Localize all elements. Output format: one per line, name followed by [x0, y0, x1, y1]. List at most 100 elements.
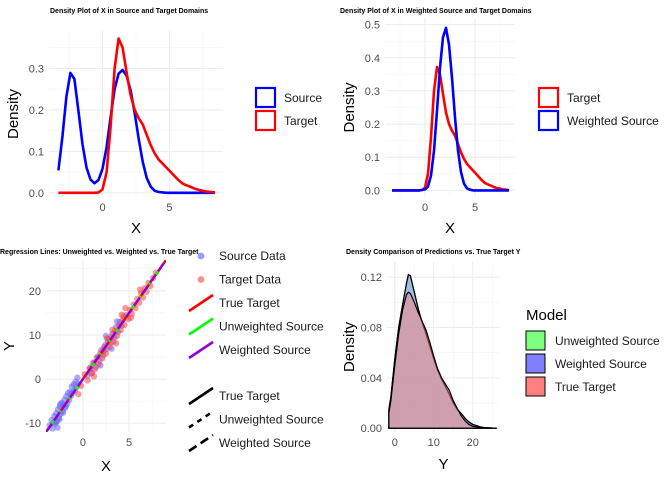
legend-line-key [188, 293, 214, 313]
x-axis-label: X [131, 220, 141, 237]
legend-label: Target [284, 114, 318, 128]
y-tick-label: 0.4 [365, 53, 380, 65]
y-tick-label: 0.1 [365, 152, 380, 164]
target-point [106, 343, 113, 351]
chart-title: Density Plot of X in Weighted Source and… [340, 8, 532, 15]
target-point [109, 326, 116, 333]
legend-key [254, 86, 277, 109]
y-tick-label: 0.08 [361, 322, 382, 334]
legend-point-key [197, 276, 205, 283]
legend-key [525, 353, 546, 374]
legend-label: True Target [219, 389, 280, 403]
target-point [91, 366, 99, 373]
target-point [84, 377, 91, 384]
legend-title: Model [526, 307, 567, 324]
density-area-true-target [388, 291, 497, 429]
legend-label: True Target [555, 380, 616, 394]
target-point [95, 360, 102, 368]
chart-title: Density Comparison of Predictions vs. Tr… [346, 249, 521, 256]
legend-label: True Target [219, 296, 280, 310]
legend-label: Unweighted Source [219, 413, 324, 427]
source-point [57, 401, 64, 408]
target-point [122, 304, 129, 312]
legend-label: Unweighted Source [555, 334, 660, 348]
chart-title: Density Plot of X in Source and Target D… [50, 8, 208, 15]
y-tick-label: -10 [25, 418, 41, 430]
y-tick-label: 0.2 [365, 119, 380, 131]
target-point [103, 335, 111, 342]
y-tick-label: 0 [35, 374, 41, 386]
x-tick-label: 20 [467, 437, 479, 449]
legend-linetype-key [188, 433, 214, 453]
y-tick-label: 10 [29, 330, 41, 342]
legend-line-key [188, 317, 214, 336]
target-point [118, 311, 125, 318]
x-axis-label: X [445, 220, 455, 237]
y-axis-label: Density [341, 321, 358, 372]
x-tick-label: 5 [166, 202, 172, 214]
y-axis-label: Density [5, 88, 22, 139]
target-point [127, 314, 135, 321]
density-line-target [392, 65, 510, 192]
y-tick-label: 0.3 [29, 63, 44, 75]
x-tick-label: 0 [80, 437, 86, 449]
target-point [136, 286, 144, 293]
legend-linetype-key [188, 386, 214, 406]
target-point [90, 373, 98, 380]
y-tick-label: 0.3 [365, 86, 380, 98]
legend-label: Weighted Source [555, 357, 647, 371]
regression-line-weighted-source [46, 260, 166, 432]
legend-label: Weighted Source [219, 343, 311, 357]
target-point [75, 390, 82, 398]
legend-key [525, 330, 546, 351]
x-tick-label: 0 [392, 437, 398, 449]
legend-line-key [188, 340, 214, 360]
target-point [99, 355, 106, 362]
y-tick-label: 0.04 [361, 373, 382, 385]
source-point [56, 416, 63, 423]
legend-label: Target [567, 91, 601, 105]
y-tick-label: 20 [29, 286, 41, 298]
target-point [112, 340, 120, 347]
panel-p3: 0 5 -10 0 10 20 Regression Lines: Unweighted v… [0, 249, 324, 475]
legend-key [254, 109, 277, 132]
y-tick-label: 0.5 [365, 20, 380, 32]
source-point [54, 424, 61, 431]
legend-label: Target Data [219, 273, 281, 287]
y-tick-label: 0.00 [361, 423, 382, 435]
y-tick-label: 0.0 [365, 185, 380, 197]
density-line-weighted-source [392, 26, 509, 192]
panel-p1: 0 5 0.0 0.1 0.2 0.3 Density Plot of X in Sourc… [5, 8, 322, 237]
legend-key [537, 86, 560, 109]
y-tick-label: 0.0 [29, 188, 44, 200]
density-line-source [57, 68, 215, 195]
legend-key [537, 109, 560, 132]
x-axis-label: Y [438, 456, 448, 473]
chart-title: Regression Lines: Unweighted vs. Weighte… [0, 249, 199, 256]
legend-label: Weighted Source [567, 114, 659, 128]
legend-label: Source [284, 91, 322, 105]
y-tick-label: 0.1 [29, 146, 44, 158]
density-line-target [58, 37, 216, 195]
legend-linetype-key [188, 410, 214, 429]
y-tick-label: 0.12 [361, 272, 382, 284]
y-axis-label: Density [341, 82, 358, 133]
legend-label: Unweighted Source [219, 320, 324, 334]
x-tick-label: 5 [126, 437, 132, 449]
x-tick-label: 5 [472, 202, 478, 214]
y-axis-label: Y [1, 341, 18, 351]
x-tick-label: 0 [422, 202, 428, 214]
legend-point-key [197, 252, 205, 260]
panel-p2: 0 5 0.0 0.1 0.2 0.3 0.4 0.5 Density Plot of X in… [340, 8, 659, 237]
x-axis-label: X [101, 458, 111, 475]
plot-area [46, 260, 166, 432]
source-point [74, 374, 81, 381]
legend-label: Source Data [219, 249, 286, 263]
x-tick-label: 10 [428, 437, 440, 449]
x-tick-label: 0 [99, 202, 105, 214]
legend-label: Weighted Source [219, 436, 311, 450]
y-tick-label: 0.2 [29, 105, 44, 117]
legend-key [525, 376, 546, 397]
